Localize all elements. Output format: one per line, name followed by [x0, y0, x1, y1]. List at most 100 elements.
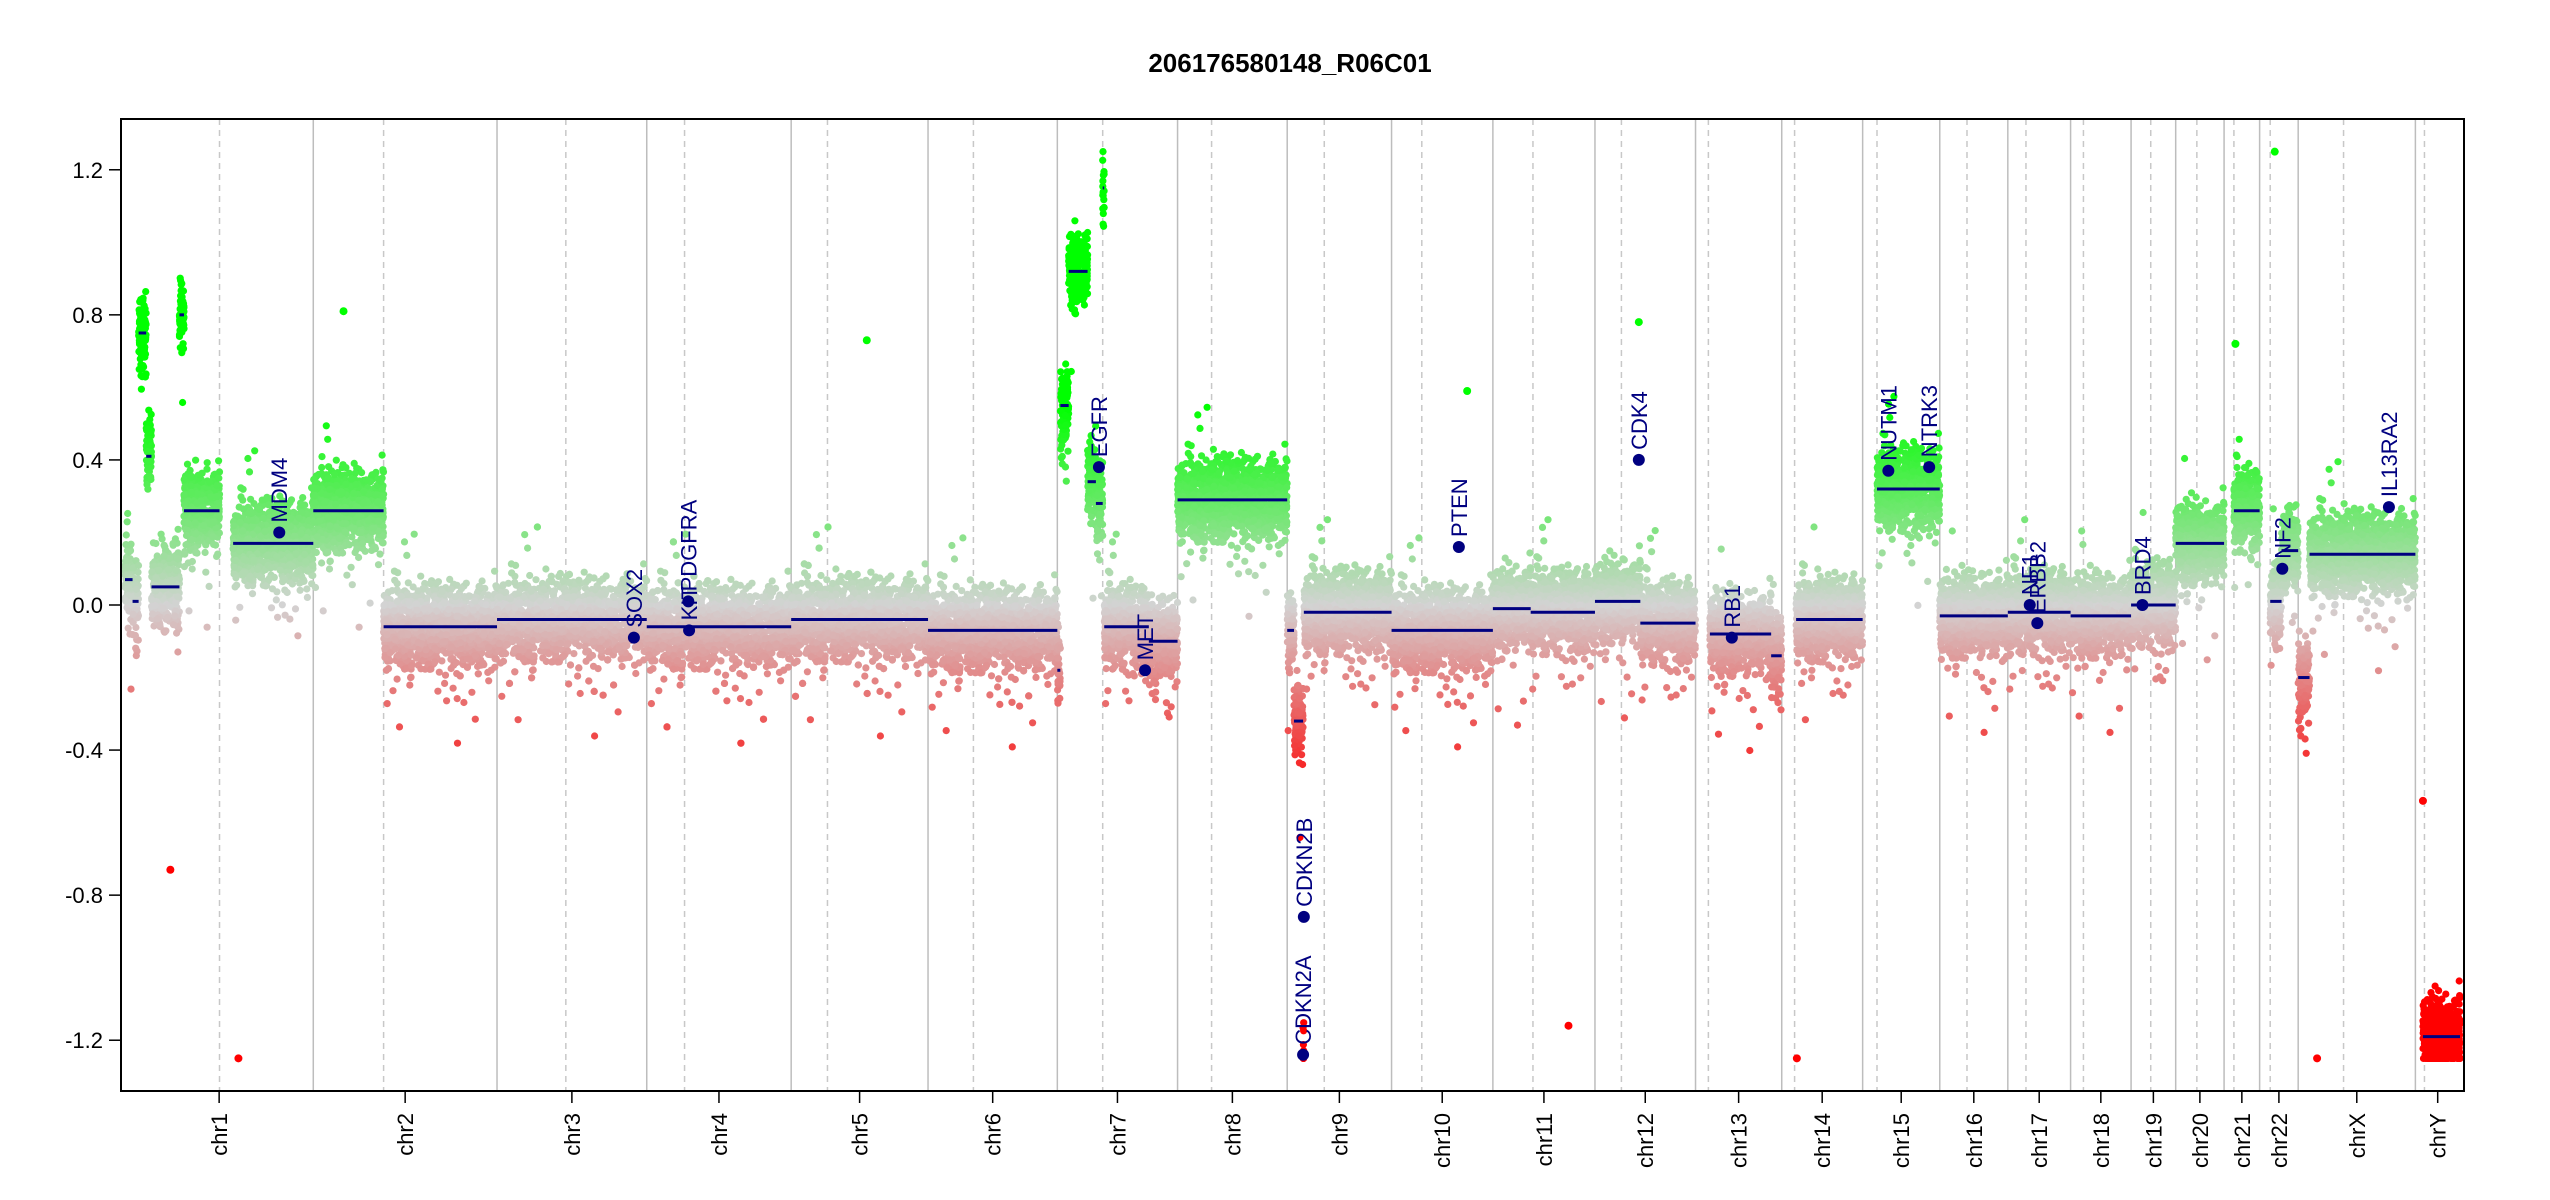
probe-point [172, 566, 180, 575]
probe-point [132, 585, 140, 593]
probe-point [369, 524, 377, 532]
probe-point [124, 624, 132, 632]
probe-point [310, 491, 319, 499]
probe-point [360, 487, 368, 495]
probe-point [209, 518, 218, 527]
probe-point [278, 601, 286, 609]
probe-point [201, 548, 209, 557]
probe-point [325, 565, 334, 573]
probe-point [474, 670, 482, 678]
probe-point [331, 471, 339, 479]
probe-point [441, 679, 449, 688]
probe-point [315, 517, 323, 525]
probe-point [378, 451, 386, 459]
probe-point [355, 623, 363, 631]
probe-point [255, 505, 264, 513]
probe-point [345, 541, 353, 549]
probe-point [471, 597, 479, 605]
probe-point [209, 533, 217, 541]
probe-point [341, 528, 349, 536]
probe-point [373, 498, 382, 506]
probe-point [183, 460, 192, 468]
probe-point [139, 311, 147, 319]
probe-point [215, 501, 223, 509]
probe-point [424, 614, 432, 622]
probe-point [247, 495, 255, 503]
probe-point [124, 509, 132, 518]
probe-point [299, 494, 307, 502]
probe-point [457, 585, 466, 593]
probe-point [141, 373, 149, 381]
probe-point [446, 575, 454, 584]
probe-point [122, 557, 130, 565]
probe-point [249, 516, 257, 524]
probe-point [427, 665, 435, 673]
probe-point [122, 597, 130, 605]
probe-point [206, 478, 214, 486]
probe-points [121, 148, 2464, 1062]
probe-point [453, 695, 461, 703]
probe-point [215, 513, 223, 521]
probe-point [298, 501, 306, 509]
probe-point [144, 458, 152, 466]
probe-point [347, 563, 355, 571]
probe-point [487, 666, 495, 674]
probe-point [152, 539, 160, 548]
probe-point [160, 552, 168, 560]
probe-point [332, 481, 340, 489]
probe-point [259, 514, 267, 522]
probe-point [136, 324, 144, 333]
probe-point [180, 475, 188, 484]
probe-point [372, 491, 380, 499]
probe-point [404, 579, 412, 587]
probe-point [431, 658, 439, 666]
probe-point [184, 519, 192, 528]
probe-point [192, 530, 200, 538]
probe-point [443, 697, 451, 705]
probe-point [207, 493, 215, 501]
probe-point [412, 654, 421, 662]
probe-point [438, 657, 446, 665]
probe-point [432, 636, 440, 644]
probe-point [134, 561, 143, 570]
probe-point [237, 493, 245, 501]
probe-point [379, 532, 387, 540]
probe-point [382, 617, 391, 625]
probe-point [352, 480, 360, 489]
probe-point [232, 574, 240, 582]
probe-point [343, 571, 351, 579]
probe-point [142, 320, 150, 328]
probe-point [174, 555, 182, 563]
probe-point [374, 475, 382, 483]
probe-point [203, 623, 211, 631]
probe-point [294, 632, 302, 640]
probe-point [240, 555, 248, 564]
probe-point [245, 468, 254, 476]
probe-point [143, 425, 151, 433]
probe-point [280, 575, 288, 583]
probe-point [432, 580, 440, 588]
probe-point [125, 548, 133, 556]
probe-point [239, 505, 247, 513]
probe-point [460, 698, 468, 707]
probe-point [461, 616, 469, 625]
probe-point [174, 525, 182, 533]
probe-point [231, 583, 239, 591]
probe-point [485, 643, 493, 651]
probe-point [324, 514, 332, 522]
probe-point [453, 612, 461, 620]
probe-point [258, 496, 266, 504]
probe-point [357, 528, 365, 537]
probe-point [147, 442, 155, 450]
probe-point [149, 610, 157, 618]
probe-point [318, 559, 326, 567]
probe-point [162, 627, 170, 635]
probe-point [390, 607, 398, 615]
probe-point [355, 553, 363, 562]
probe-point [286, 615, 294, 623]
probe-point [388, 587, 396, 595]
probe-point [405, 599, 413, 607]
probe-point [342, 464, 350, 472]
probe-point [147, 448, 155, 456]
probe-point [471, 651, 480, 660]
